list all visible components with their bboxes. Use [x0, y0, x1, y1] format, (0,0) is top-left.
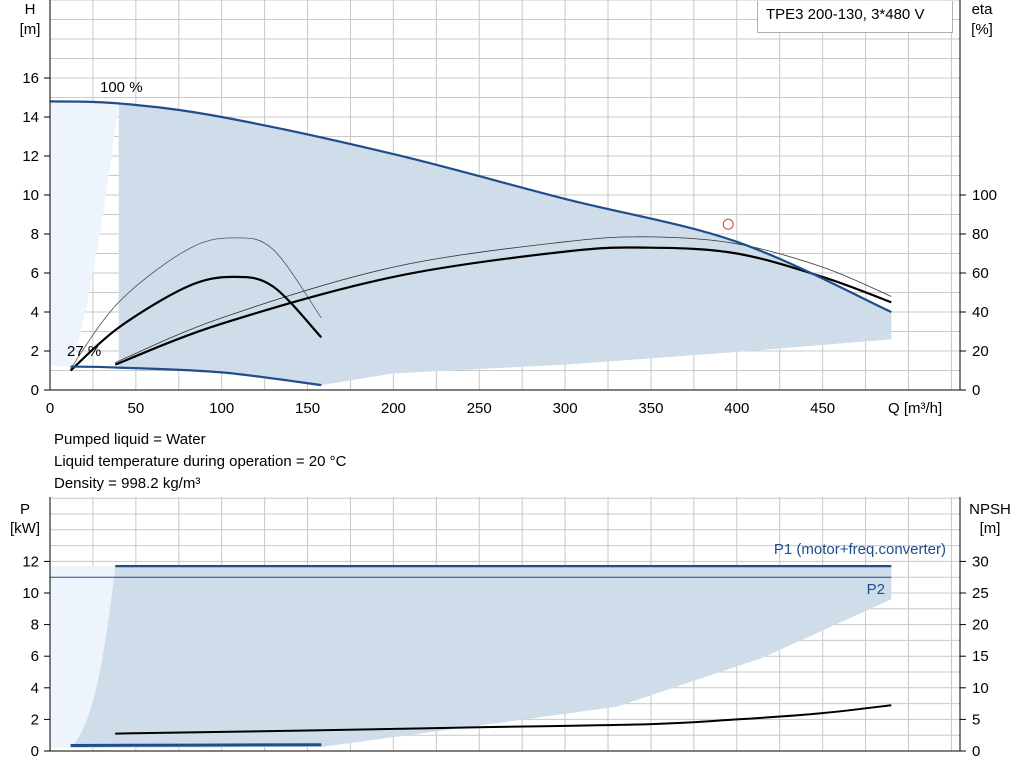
eta-axis-label: eta: [972, 1, 994, 18]
top-tick-labels: 0 50 100 150 200 250 300 350 400 4500246810121416…: [22, 70, 997, 417]
p-tick-label: 10: [22, 585, 39, 602]
p1-min-speed-curve: [70, 743, 322, 747]
h-axis-unit: [m]: [20, 21, 41, 38]
duty-point-marker: [722, 218, 734, 230]
p-tick-label: 8: [31, 617, 39, 634]
h-tick-label: 10: [22, 187, 39, 204]
x-tick-label: 150: [295, 400, 320, 417]
npsh-tick-label: 10: [972, 680, 989, 697]
h-axis-label: H: [25, 1, 36, 18]
info-liquid-temperature: Liquid temperature during operation = 20…: [54, 453, 347, 470]
eta-tick-label: 80: [972, 226, 989, 243]
h-tick-label: 4: [31, 304, 39, 321]
chart-title-box: TPE3 200-130, 3*480 V: [757, 1, 953, 33]
eta-min-speed-curve: [69, 275, 323, 372]
info-pumped-liquid: Pumped liquid = Water: [54, 431, 206, 448]
eta-tick-label: 40: [972, 304, 989, 321]
npsh-tick-label: 25: [972, 585, 989, 602]
h-tick-label: 16: [22, 70, 39, 87]
head-max-curve: [49, 100, 892, 314]
x-tick-label: 100: [209, 400, 234, 417]
h-tick-label: 12: [22, 148, 39, 165]
chart-title: TPE3 200-130, 3*480 V: [766, 6, 925, 23]
p-tick-label: 4: [31, 680, 39, 697]
x-tick-label: 350: [638, 400, 663, 417]
npsh-region-light: [50, 566, 116, 748]
x-tick-label: 400: [724, 400, 749, 417]
p-tick-label: 12: [22, 553, 39, 570]
npsh-axis-label: NPSH: [969, 501, 1011, 518]
bottom-plot: 0 2 4 6 8 10 12 0 5 10 15 20 25 30 P1 (motor+freq.con…: [10, 497, 1011, 760]
x-tick-label: 200: [381, 400, 406, 417]
operating-region-light: [50, 101, 119, 367]
eta-min-speed-thin-curve: [70, 237, 322, 369]
x-tick-label: 0: [46, 400, 54, 417]
p-tick-label: 0: [31, 743, 39, 760]
eta-operating-curve: [114, 246, 892, 366]
x-tick-label: 250: [467, 400, 492, 417]
eta-tick-label: 100: [972, 187, 997, 204]
eta-tick-label: 60: [972, 265, 989, 282]
eta-axis-unit: [%]: [971, 21, 993, 38]
bottom-tick-labels: 0 2 4 6 8 10 12 0 5 10 15 20 25 30: [22, 553, 988, 760]
p1-series-label: P1 (motor+freq.converter): [774, 541, 946, 558]
x-tick-label: 50: [128, 400, 145, 417]
h-tick-label: 6: [31, 265, 39, 282]
npsh-tick-label: 30: [972, 553, 989, 570]
p-tick-label: 2: [31, 711, 39, 728]
operating-region: [118, 103, 892, 386]
p-tick-label: 6: [31, 648, 39, 665]
h-tick-label: 8: [31, 226, 39, 243]
head-min-curve: [70, 365, 322, 387]
x-tick-label: 300: [553, 400, 578, 417]
eta-operating-thin-curve: [115, 236, 892, 364]
p-axis-unit: [kW]: [10, 520, 40, 537]
speed-label-max: 100 %: [100, 79, 143, 96]
npsh-tick-label: 20: [972, 617, 989, 634]
h-tick-label: 2: [31, 343, 39, 360]
npsh-tick-label: 5: [972, 711, 980, 728]
npsh-curve: [115, 704, 892, 735]
x-axis-label: Q [m³/h]: [888, 400, 942, 417]
top-plot: 0 50 100 150 200 250 300 350 400 4500246810121416…: [20, 0, 997, 417]
p2-series-label: P2: [867, 581, 885, 598]
x-tick-label: 450: [810, 400, 835, 417]
eta-tick-label: 20: [972, 343, 989, 360]
info-density: Density = 998.2 kg/m³: [54, 475, 201, 492]
speed-label-min: 27 %: [67, 343, 101, 360]
npsh-tick-label: 0: [972, 743, 980, 760]
p-axis-label: P: [20, 501, 30, 518]
h-tick-label: 14: [22, 109, 39, 126]
npsh-region: [70, 566, 892, 748]
h-tick-label: 0: [31, 382, 39, 399]
npsh-tick-label: 15: [972, 648, 989, 665]
npsh-axis-unit: [m]: [980, 520, 1001, 537]
eta-tick-label: 0: [972, 382, 980, 399]
